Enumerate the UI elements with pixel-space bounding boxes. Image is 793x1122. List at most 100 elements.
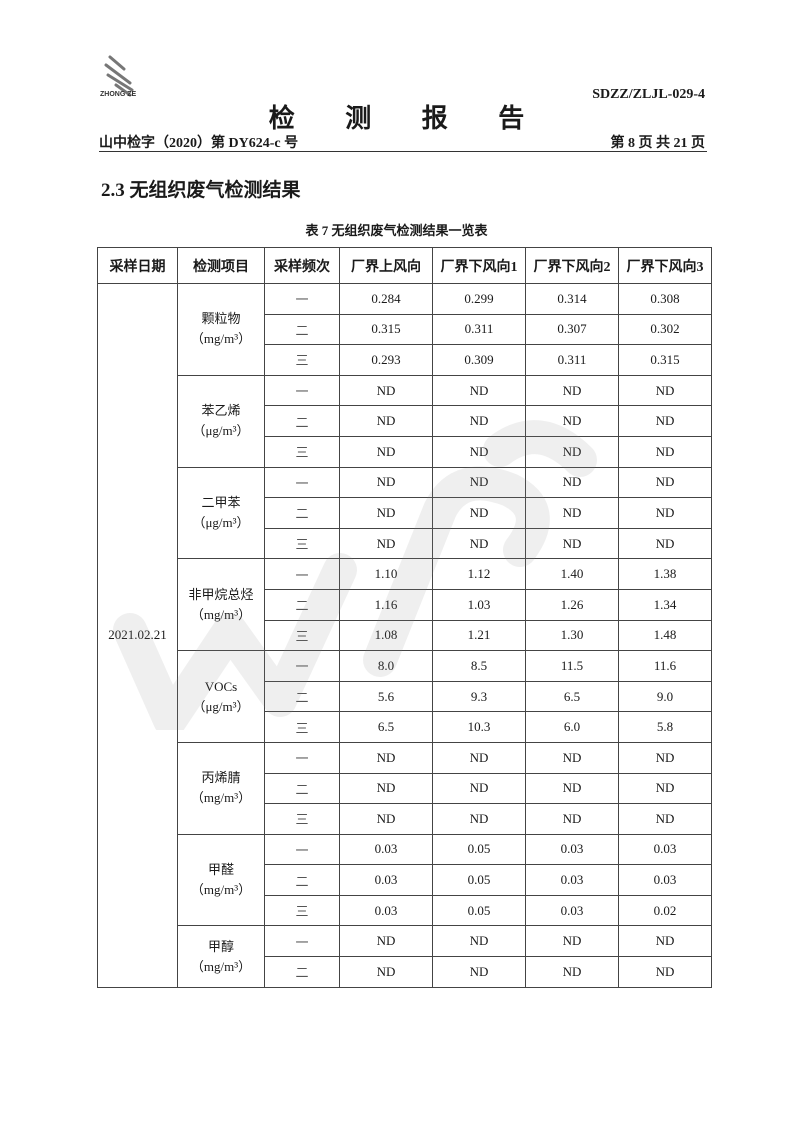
measurement-value: ND (432, 527, 526, 560)
measurement-value: ND (525, 772, 619, 805)
measurement-value: 1.08 (339, 619, 433, 652)
page-title: 检 测 报 告 (268, 104, 547, 133)
sampling-frequency: 三 (264, 527, 340, 560)
measurement-value: 5.8 (618, 711, 712, 743)
test-item-unit: （mg/m³） (190, 882, 252, 898)
table-row: 二 1.16 1.03 1.26 1.34 (98, 588, 712, 621)
sampling-frequency: 一 (264, 741, 340, 774)
measurement-value: ND (525, 803, 619, 835)
logo-text: ZHONG ZE (100, 91, 137, 98)
measurement-value: ND (618, 497, 712, 529)
measurement-value: ND (618, 772, 712, 805)
sampling-frequency: 二 (264, 772, 340, 805)
measurement-value: 0.308 (618, 283, 712, 315)
table-caption: 表 7 无组织废气检测结果一览表 (305, 223, 488, 238)
measurement-value: ND (618, 956, 712, 988)
test-item-name: 苯乙烯 (201, 403, 241, 419)
measurement-value: 1.10 (339, 558, 433, 590)
test-item: 甲醛 （mg/m³） (177, 833, 265, 927)
measurement-value: ND (432, 772, 526, 805)
page-number: 第 8 页 共 21 页 (610, 136, 706, 151)
test-item-name: 非甲烷总烃 (188, 586, 254, 602)
measurement-value: 6.5 (339, 711, 433, 743)
measurement-value: 1.48 (618, 619, 712, 652)
measurement-value: ND (432, 435, 526, 468)
measurement-value: ND (525, 435, 619, 468)
section-title: 2.3 无组织废气检测结果 (101, 180, 301, 201)
column-header: 厂界下风向1 (432, 247, 526, 284)
measurement-value: 1.26 (525, 588, 619, 621)
measurement-value: 6.0 (525, 711, 619, 743)
measurement-value: 0.03 (525, 894, 619, 927)
sampling-frequency: 一 (264, 466, 340, 499)
measurement-value: 0.311 (525, 344, 619, 376)
sampling-frequency: 二 (264, 313, 340, 346)
sampling-frequency: 二 (264, 405, 340, 437)
measurement-value: 1.16 (339, 588, 433, 621)
measurement-value: ND (339, 466, 433, 499)
measurement-value: 0.315 (339, 313, 433, 346)
measurement-value: 0.299 (432, 283, 526, 315)
measurement-value: 0.05 (432, 833, 526, 866)
sampling-frequency: 二 (264, 864, 340, 896)
table-row: 三 1.08 1.21 1.30 1.48 (98, 619, 712, 652)
measurement-value: ND (525, 956, 619, 988)
table-row: 二 5.6 9.3 6.5 9.0 (98, 680, 712, 713)
measurement-value: 0.03 (618, 833, 712, 866)
sampling-frequency: 二 (264, 497, 340, 529)
measurement-value: 0.309 (432, 344, 526, 376)
measurement-value: 0.03 (525, 864, 619, 896)
measurement-value: 1.03 (432, 588, 526, 621)
test-item: 二甲苯 （μg/m³） (177, 466, 265, 560)
measurement-value: ND (618, 405, 712, 437)
column-header: 检测项目 (177, 247, 265, 284)
measurement-value: ND (339, 925, 433, 958)
table-row: 甲醛 （mg/m³）一 0.03 0.05 0.03 0.03 (98, 833, 712, 927)
header-divider (99, 151, 707, 152)
table-row: 二 ND ND ND ND (98, 405, 712, 437)
test-item: 非甲烷总烃 （mg/m³） (177, 558, 265, 652)
sampling-frequency: 三 (264, 894, 340, 927)
measurement-value: ND (618, 527, 712, 560)
measurement-value: ND (432, 925, 526, 958)
sampling-frequency: 二 (264, 956, 340, 988)
table-row: 非甲烷总烃 （mg/m³） 一 1.10 1.12 1.40 1.38 (98, 558, 712, 652)
measurement-value: ND (618, 803, 712, 835)
measurement-value: 0.02 (618, 894, 712, 927)
measurement-value: 0.311 (432, 313, 526, 346)
measurement-value: 0.315 (618, 344, 712, 376)
table-row: 三 0.03 0.05 0.03 0.02 (98, 894, 712, 927)
sampling-frequency: 一 (264, 833, 340, 866)
sampling-frequency: 二 (264, 680, 340, 713)
table-row: 二甲苯 （μg/m³）一 ND ND ND ND (98, 466, 712, 560)
test-item: VOCs （μg/m³） (177, 650, 265, 743)
test-item-unit: （mg/m³） (190, 790, 252, 806)
table-row: 丙烯腈 （mg/m³）一 ND ND ND ND (98, 741, 712, 835)
measurement-value: 9.0 (618, 680, 712, 713)
measurement-value: 0.05 (432, 864, 526, 896)
measurement-value: 0.05 (432, 894, 526, 927)
measurement-value: 8.5 (432, 650, 526, 682)
measurement-value: ND (339, 803, 433, 835)
measurement-value: 1.12 (432, 558, 526, 590)
measurement-value: 1.34 (618, 588, 712, 621)
measurement-value: ND (339, 405, 433, 437)
measurement-value: ND (339, 374, 433, 407)
measurement-value: 0.03 (525, 833, 619, 866)
measurement-value: ND (525, 497, 619, 529)
test-item-unit: （mg/m³） (190, 606, 252, 622)
measurement-value: ND (339, 956, 433, 988)
sampling-date: 2021.02.21 (97, 283, 178, 988)
sampling-frequency: 二 (264, 588, 340, 621)
measurement-value: ND (339, 527, 433, 560)
results-table: 采样日期 检测项目 采样频次 厂界上风向 厂界下风向1 厂界下风向2 厂界下风向3 2021… (97, 247, 712, 988)
zhongze-logo-icon (104, 55, 134, 97)
measurement-value: 1.30 (525, 619, 619, 652)
measurement-value: 10.3 (432, 711, 526, 743)
table-row: 三 ND ND ND ND (98, 435, 712, 468)
measurement-value: ND (618, 466, 712, 499)
measurement-value: 1.38 (618, 558, 712, 590)
table-header-row: 采样日期 检测项目 采样频次 厂界上风向 厂界下风向1 厂界下风向2 厂界下风向3 (97, 247, 712, 284)
measurement-value: ND (618, 435, 712, 468)
measurement-value: 6.5 (525, 680, 619, 713)
